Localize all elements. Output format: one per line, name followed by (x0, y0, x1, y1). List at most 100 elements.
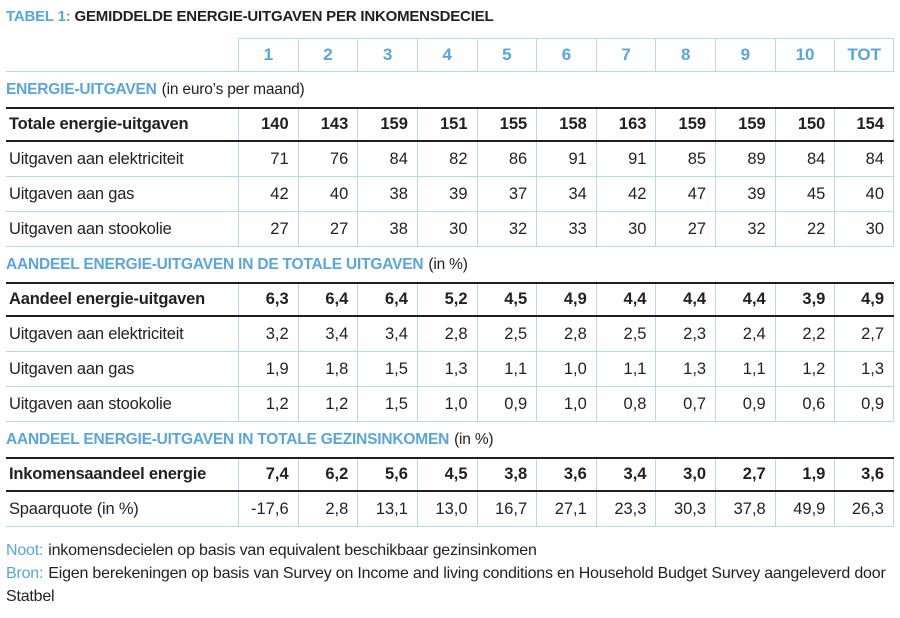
cell-value: 2,5 (595, 317, 656, 351)
cell-value: 23,3 (595, 492, 656, 526)
cell-value: 84 (834, 142, 894, 176)
table-row: Spaarquote (in %) -17,6 2,8 13,1 13,0 16,7 27,… (6, 492, 894, 527)
cell-value: 6,2 (297, 459, 358, 490)
cell-value: 5,2 (416, 284, 477, 315)
cell-value: 5,6 (357, 459, 417, 490)
row-label: Uitgaven aan gas (9, 184, 135, 203)
cell-value: 7,4 (238, 459, 298, 490)
note-text: Eigen berekeningen op basis van Survey o… (6, 565, 886, 605)
cell-value: 4,5 (476, 284, 537, 315)
cell-value: 86 (476, 142, 537, 176)
cell-value: 39 (416, 177, 477, 211)
cell-value: 30 (595, 212, 656, 246)
table-row: Aandeel energie-uitgaven 6,3 6,4 6,4 5,2 4,5 4… (6, 282, 894, 317)
table-row: Inkomensaandeel energie 7,4 6,2 5,6 4,5 3,8 3,… (6, 457, 894, 492)
table-title-text: GEMIDDELDE ENERGIE-UITGAVEN PER INKOMENS… (74, 8, 494, 25)
cell-value: 163 (595, 109, 656, 140)
energy-expenses-table: 1 2 3 4 5 6 7 8 9 10 TOT ENERGIE-UITGAVEN (in euro’… (6, 38, 894, 527)
table-title-label: TABEL 1: (6, 8, 71, 25)
cell-value: 27 (655, 212, 715, 246)
row-label: Uitgaven aan elektriciteit (9, 324, 184, 343)
cell-value: 27 (297, 212, 358, 246)
cell-value: 6,3 (238, 284, 298, 315)
cell-value: 1,1 (476, 352, 537, 386)
cell-value: 84 (774, 142, 835, 176)
table-row: Uitgaven aan stookolie 27 27 38 30 32 33 30 27 32… (6, 212, 894, 247)
cell-value: 89 (715, 142, 775, 176)
note-label: Noot: (6, 542, 44, 559)
cell-value: 30,3 (655, 492, 715, 526)
note-text: inkomensdecielen op basis van equivalent… (48, 542, 537, 559)
column-header: 1 (238, 38, 298, 71)
cell-value: 42 (238, 177, 298, 211)
row-label: Inkomensaandeel energie (9, 465, 207, 483)
cell-value: 2,7 (715, 459, 775, 490)
cell-value: 91 (595, 142, 656, 176)
section-heading: AANDEEL ENERGIE-UITGAVEN IN DE TOTALE UI… (6, 247, 894, 282)
cell-value: 0,8 (595, 387, 656, 421)
cell-value: 47 (655, 177, 715, 211)
section-heading-unit: (in %) (454, 431, 494, 448)
column-header: 4 (416, 38, 477, 71)
cell-value: 1,8 (297, 352, 358, 386)
section-heading: ENERGIE-UITGAVEN (in euro’s per maand) (6, 72, 894, 107)
row-label: Spaarquote (in %) (9, 499, 139, 518)
cell-value: 49,9 (774, 492, 835, 526)
table-row: Uitgaven aan gas 42 40 38 39 37 34 42 47 39 45 40 (6, 177, 894, 212)
cell-value: 3,4 (297, 317, 358, 351)
cell-value: 4,4 (715, 284, 775, 315)
cell-value: 1,0 (416, 387, 477, 421)
cell-value: 2,4 (715, 317, 775, 351)
cell-value: 16,7 (476, 492, 537, 526)
section-heading-unit: (in euro’s per maand) (161, 81, 305, 98)
cell-value: 155 (476, 109, 537, 140)
cell-value: 32 (476, 212, 537, 246)
cell-value: -17,6 (238, 492, 298, 526)
cell-value: 71 (238, 142, 298, 176)
cell-value: 150 (774, 109, 835, 140)
cell-value: 1,0 (536, 387, 596, 421)
cell-value: 2,7 (834, 317, 894, 351)
cell-value: 0,9 (715, 387, 775, 421)
cell-value: 38 (357, 177, 417, 211)
cell-value: 1,5 (357, 387, 417, 421)
cell-value: 158 (536, 109, 596, 140)
cell-value: 143 (297, 109, 358, 140)
column-header: 9 (715, 38, 775, 71)
table-title: TABEL 1: GEMIDDELDE ENERGIE-UITGAVEN PER … (6, 8, 893, 25)
section-heading-unit: (in %) (428, 256, 468, 273)
cell-value: 2,3 (655, 317, 715, 351)
table-row: Uitgaven aan elektriciteit 71 76 84 82 86 91 91… (6, 142, 894, 177)
section-heading-title: AANDEEL ENERGIE-UITGAVEN IN TOTALE GEZIN… (6, 431, 450, 448)
cell-value: 1,0 (536, 352, 596, 386)
cell-value: 3,0 (655, 459, 715, 490)
cell-value: 3,9 (774, 284, 835, 315)
cell-value: 40 (834, 177, 894, 211)
cell-value: 2,2 (774, 317, 835, 351)
row-label: Uitgaven aan elektriciteit (9, 149, 184, 168)
cell-value: 27 (238, 212, 298, 246)
cell-value: 33 (536, 212, 596, 246)
cell-value: 1,9 (238, 352, 298, 386)
cell-value: 3,6 (834, 459, 894, 490)
note-line: Noot: inkomensdecielen op basis van equiv… (6, 539, 898, 562)
cell-value: 3,2 (238, 317, 298, 351)
cell-value: 40 (297, 177, 358, 211)
cell-value: 3,4 (595, 459, 656, 490)
cell-value: 4,4 (655, 284, 715, 315)
cell-value: 3,4 (357, 317, 417, 351)
cell-value: 42 (595, 177, 656, 211)
cell-value: 39 (715, 177, 775, 211)
cell-value: 4,5 (416, 459, 477, 490)
section-heading-title: ENERGIE-UITGAVEN (6, 81, 157, 98)
section-heading-title: AANDEEL ENERGIE-UITGAVEN IN DE TOTALE UI… (6, 256, 424, 273)
note-label: Bron: (6, 565, 44, 582)
cell-value: 151 (416, 109, 477, 140)
cell-value: 2,5 (476, 317, 537, 351)
table-row: Totale energie-uitgaven 140 143 159 151 155 15… (6, 107, 894, 142)
cell-value: 6,4 (357, 284, 417, 315)
table-section: ENERGIE-UITGAVEN (in euro’s per maand) Tot… (6, 72, 894, 247)
cell-value: 37 (476, 177, 537, 211)
row-label: Uitgaven aan stookolie (9, 394, 172, 413)
